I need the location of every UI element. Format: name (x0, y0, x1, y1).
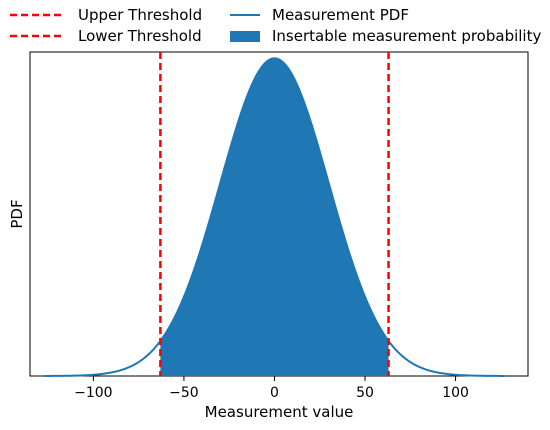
x-tick-label: −50 (169, 385, 199, 401)
measurement-pdf-line (44, 57, 505, 377)
legend: Upper Threshold Lower Threshold Measurem… (10, 6, 541, 45)
legend-label-upper-threshold: Upper Threshold (78, 6, 202, 24)
plot-area (29, 51, 529, 377)
insertable-probability-fill (160, 58, 389, 376)
x-tick-label: 50 (356, 385, 374, 401)
x-axis-label: Measurement value (205, 403, 354, 421)
x-tick-label: 100 (442, 385, 469, 401)
legend-swatch-insertable-probability (230, 31, 260, 42)
legend-label-lower-threshold: Lower Threshold (78, 27, 202, 45)
x-tick-label: −100 (74, 385, 112, 401)
legend-label-measurement-pdf: Measurement PDF (272, 6, 409, 24)
x-tick-label: 0 (270, 385, 279, 401)
y-axis-label: PDF (8, 199, 26, 228)
legend-label-insertable-probability: Insertable measurement probability (272, 27, 541, 45)
x-axis-ticks: −100 −50 0 50 100 (74, 376, 469, 401)
